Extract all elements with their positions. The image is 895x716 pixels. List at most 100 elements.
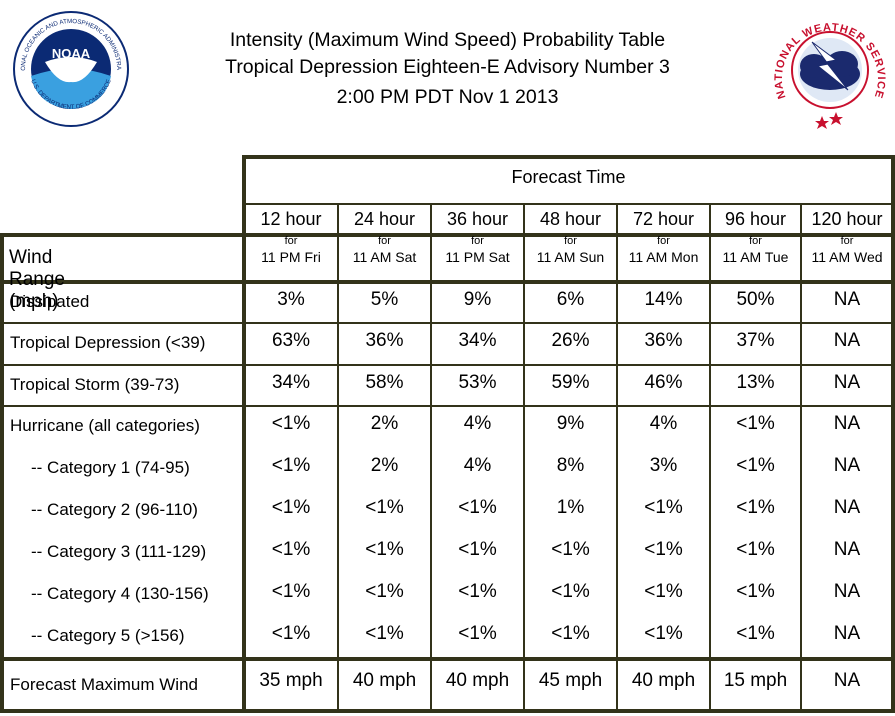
row-divider xyxy=(0,364,895,366)
row-label: -- Category 5 (>156) xyxy=(31,626,185,645)
table-cell: <1% xyxy=(736,413,775,434)
table-cell: <1% xyxy=(271,623,311,644)
row-divider xyxy=(0,657,895,661)
forecast-time-divider xyxy=(244,203,893,205)
row-label: Dissipated xyxy=(10,291,90,311)
table-cell: <1% xyxy=(458,497,497,518)
column-header-for: for xyxy=(471,235,484,247)
column-header-hour: 48 hour xyxy=(539,209,602,229)
column-header-time: 11 AM Mon xyxy=(628,249,699,265)
nws-logo: NATIONAL WEATHER SERVICE xyxy=(773,22,886,129)
table-cell: <1% xyxy=(644,623,683,644)
table-cell: NA xyxy=(833,669,861,691)
table-cell: <1% xyxy=(551,581,590,602)
title-line-1: Intensity (Maximum Wind Speed) Probabili… xyxy=(229,29,666,51)
table-cell: 14% xyxy=(644,288,683,310)
column-header-time: 11 PM Sat xyxy=(445,249,510,265)
table-cell: 40 mph xyxy=(352,669,417,691)
column-header-hour: 24 hour xyxy=(353,209,416,229)
row-label: -- Category 1 (74-95) xyxy=(31,458,190,477)
table-cell: <1% xyxy=(365,539,404,560)
table-cell: <1% xyxy=(551,539,590,560)
table-cell: NA xyxy=(833,371,861,393)
column-header-for: for xyxy=(564,235,577,247)
row-label: -- Category 2 (96-110) xyxy=(31,500,198,519)
table-cell: 36% xyxy=(365,330,404,351)
table-cell: <1% xyxy=(551,623,590,644)
row-label: Hurricane (all categories) xyxy=(10,416,200,435)
column-header-hour: 12 hour xyxy=(260,209,322,229)
table-cell: 59% xyxy=(551,371,590,393)
table-cell: 6% xyxy=(556,288,585,310)
table-cell: <1% xyxy=(458,539,497,560)
table-cell: 34% xyxy=(458,330,497,351)
table-cell: 40 mph xyxy=(445,669,510,691)
table-cell: <1% xyxy=(365,623,404,644)
table-cell: 9% xyxy=(463,288,492,310)
column-divider xyxy=(616,203,618,711)
table-cell: <1% xyxy=(736,455,775,476)
column-header-for: for xyxy=(378,235,391,247)
table-cell: 3% xyxy=(277,288,305,310)
table-cell: NA xyxy=(833,330,861,351)
column-header-hour: 72 hour xyxy=(632,209,695,229)
header-divider xyxy=(0,280,895,284)
row-label: Tropical Storm (39-73) xyxy=(10,374,180,394)
table-cell: NA xyxy=(833,581,861,602)
table-cell: 4% xyxy=(463,455,492,476)
table-cell: <1% xyxy=(271,497,311,518)
table-cell: 50% xyxy=(736,288,775,310)
column-header-for: for xyxy=(840,235,854,247)
table-cell: 35 mph xyxy=(259,669,323,691)
table-cell: <1% xyxy=(736,581,775,602)
table-cell: NA xyxy=(833,413,861,434)
column-divider xyxy=(800,203,802,711)
table-cell: 45 mph xyxy=(538,669,603,691)
column-header-time: 11 AM Wed xyxy=(811,249,883,265)
row-label: -- Category 3 (111-129) xyxy=(31,542,207,561)
table-cell: 40 mph xyxy=(631,669,696,691)
body-frame xyxy=(0,233,895,713)
table-cell: 1% xyxy=(556,497,585,518)
row-divider xyxy=(0,322,895,324)
table-cell: 63% xyxy=(271,330,311,351)
table-cell: 2% xyxy=(370,455,399,476)
table-cell: 8% xyxy=(556,455,585,476)
table-cell: 53% xyxy=(458,371,497,393)
table-cell: 15 mph xyxy=(723,669,788,691)
forecast-time-label: Forecast Time xyxy=(511,167,626,187)
table-cell: <1% xyxy=(271,413,311,434)
column-header-for: for xyxy=(284,235,298,247)
table-cell: 4% xyxy=(649,413,678,434)
table-cell: 2% xyxy=(370,413,399,434)
table-cell: 9% xyxy=(556,413,585,434)
column-header-hour: 36 hour xyxy=(446,209,509,229)
table-cell: 36% xyxy=(644,330,683,351)
column-header-for: for xyxy=(749,235,762,247)
column-header-hour: 96 hour xyxy=(724,209,787,229)
table-cell: 34% xyxy=(271,371,311,393)
table-cell: <1% xyxy=(271,455,311,476)
table-cell: <1% xyxy=(458,623,497,644)
title-line-3: 2:00 PM PDT Nov 1 2013 xyxy=(336,86,559,108)
row-label: Forecast Maximum Wind xyxy=(10,674,198,694)
table-cell: 58% xyxy=(365,371,404,393)
table-cell: <1% xyxy=(736,497,775,518)
table-cell: 3% xyxy=(649,455,678,476)
table-cell: 37% xyxy=(736,330,775,351)
column-divider xyxy=(337,203,339,711)
column-divider xyxy=(430,203,432,711)
table-cell: <1% xyxy=(644,497,683,518)
table-cell: 5% xyxy=(370,288,399,310)
table-cell: <1% xyxy=(644,539,683,560)
wind-range-label: Wind Range (mph) xyxy=(9,247,65,312)
table-cell: 46% xyxy=(644,371,683,393)
title-line-2: Tropical Depression Eighteen-E Advisory … xyxy=(225,56,670,78)
table-cell: <1% xyxy=(271,539,311,560)
column-header-time: 11 PM Fri xyxy=(261,249,321,265)
table-cell: <1% xyxy=(736,539,775,560)
column-header-time: 11 AM Sun xyxy=(536,249,605,265)
table-cell: 26% xyxy=(551,330,590,351)
column-header-time: 11 AM Sat xyxy=(352,249,417,265)
table-cell: <1% xyxy=(365,581,404,602)
